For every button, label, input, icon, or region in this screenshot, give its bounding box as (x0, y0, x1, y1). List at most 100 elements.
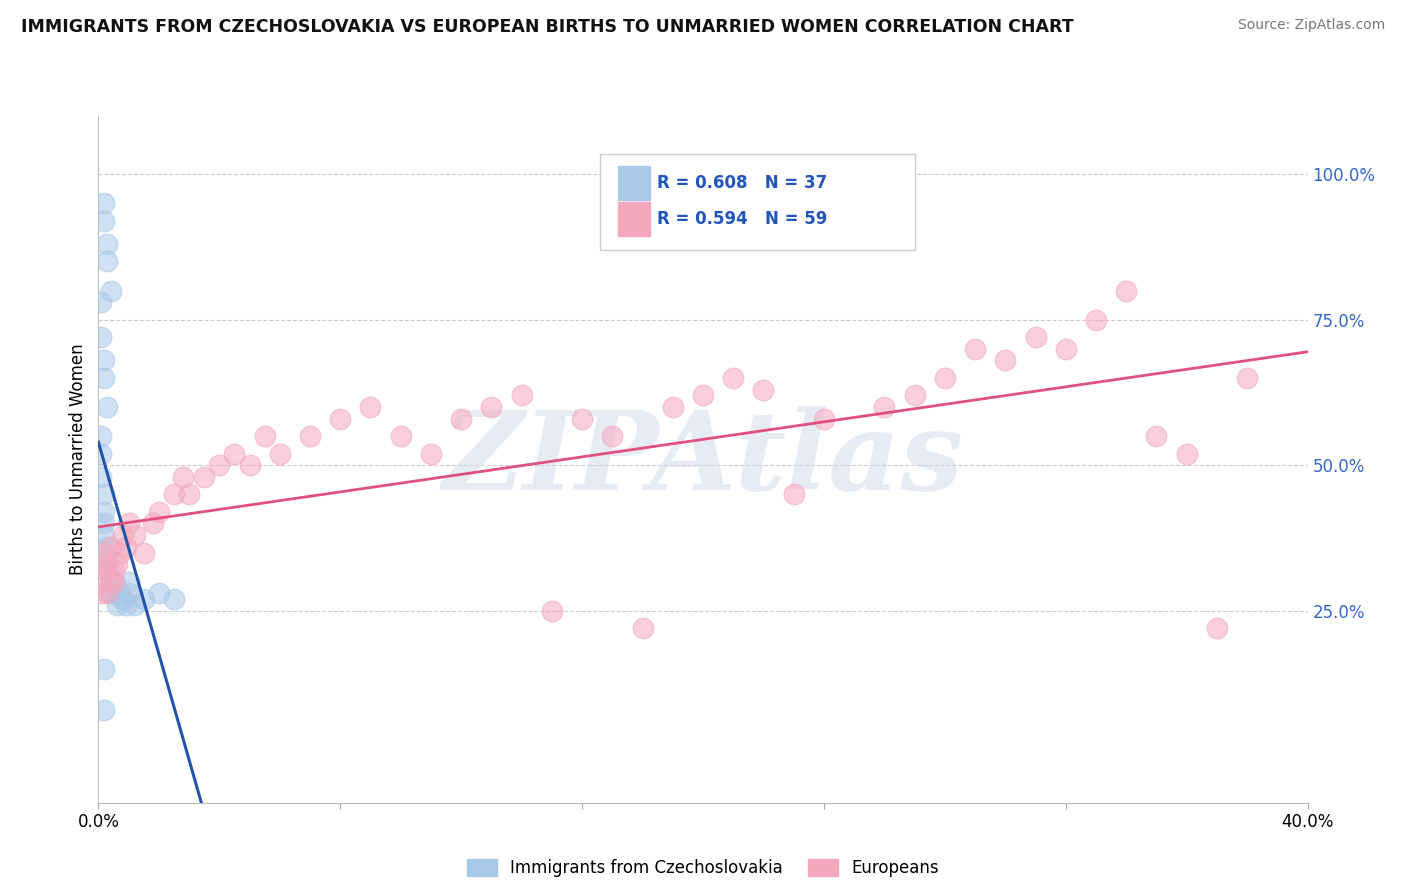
Point (90, 330, 112, 344)
Point (873, 400, 896, 414)
Point (360, 400, 382, 414)
Point (93, 545, 115, 559)
Point (1024, 330, 1046, 344)
Point (813, 411, 835, 425)
Point (90, 446, 112, 460)
Point (96, 586, 118, 600)
Point (96, 540, 118, 554)
Point (450, 411, 472, 425)
Point (90, 429, 112, 443)
Point (118, 586, 141, 600)
Point (96, 400, 118, 414)
Point (1144, 429, 1167, 443)
Point (124, 528, 146, 542)
Point (105, 557, 128, 571)
Point (93, 353, 115, 368)
Point (105, 598, 128, 612)
Point (118, 574, 141, 589)
Point (1115, 284, 1137, 298)
Point (93, 487, 115, 501)
Point (100, 574, 122, 589)
Point (631, 621, 654, 635)
Point (299, 429, 322, 443)
Point (481, 400, 503, 414)
Point (114, 598, 136, 612)
Text: R = 0.594   N = 59: R = 0.594 N = 59 (657, 210, 827, 228)
Point (662, 400, 685, 414)
Point (103, 574, 125, 589)
Point (692, 388, 714, 402)
Point (93, 528, 115, 542)
Text: ZIPAtlas: ZIPAtlas (443, 406, 963, 513)
Point (93, 196, 115, 211)
Point (179, 487, 201, 501)
Point (752, 383, 775, 397)
Point (111, 592, 134, 607)
Text: Source: ZipAtlas.com: Source: ZipAtlas.com (1237, 18, 1385, 32)
Point (571, 411, 593, 425)
FancyBboxPatch shape (619, 202, 650, 235)
FancyBboxPatch shape (619, 167, 650, 200)
Point (965, 342, 987, 356)
Point (105, 586, 128, 600)
Point (239, 458, 262, 473)
Point (148, 586, 170, 600)
Point (93, 662, 115, 676)
Point (1054, 342, 1077, 356)
Point (93, 371, 115, 385)
Point (1206, 621, 1229, 635)
Point (90, 295, 112, 310)
Point (90, 586, 112, 600)
Point (114, 540, 136, 554)
Point (108, 586, 131, 600)
Point (96, 551, 118, 566)
Point (96, 237, 118, 252)
Point (723, 371, 745, 385)
Point (163, 487, 186, 501)
Point (163, 592, 186, 607)
Point (540, 604, 562, 618)
Point (93, 213, 115, 227)
Point (783, 487, 806, 501)
Y-axis label: Births to Unmarried Women: Births to Unmarried Women (69, 343, 87, 575)
Point (100, 574, 122, 589)
Point (994, 353, 1017, 368)
Point (132, 545, 155, 559)
Point (172, 470, 194, 484)
Point (103, 574, 125, 589)
Point (100, 284, 122, 298)
Point (269, 446, 291, 460)
Point (93, 563, 115, 577)
Point (108, 545, 131, 559)
Point (329, 411, 352, 425)
Point (96, 254, 118, 268)
Point (103, 586, 125, 600)
Text: R = 0.608   N = 37: R = 0.608 N = 37 (657, 174, 827, 193)
Point (1085, 312, 1108, 326)
Point (1236, 371, 1258, 385)
Point (253, 429, 276, 443)
Point (100, 540, 122, 554)
Point (193, 470, 215, 484)
Point (118, 516, 141, 531)
Point (142, 516, 165, 531)
Point (124, 598, 146, 612)
Point (93, 505, 115, 519)
Point (510, 388, 533, 402)
Point (602, 429, 624, 443)
Point (96, 563, 118, 577)
Point (103, 563, 125, 577)
Point (208, 458, 231, 473)
Point (100, 586, 122, 600)
Point (904, 388, 927, 402)
Point (93, 703, 115, 717)
Legend: Immigrants from Czechoslovakia, Europeans: Immigrants from Czechoslovakia, European… (460, 852, 946, 884)
Point (148, 505, 170, 519)
Point (420, 446, 443, 460)
Point (1175, 446, 1198, 460)
Point (96, 557, 118, 571)
Point (224, 446, 246, 460)
Text: IMMIGRANTS FROM CZECHOSLOVAKIA VS EUROPEAN BIRTHS TO UNMARRIED WOMEN CORRELATION: IMMIGRANTS FROM CZECHOSLOVAKIA VS EUROPE… (21, 18, 1074, 36)
Point (111, 528, 134, 542)
Point (132, 592, 155, 607)
